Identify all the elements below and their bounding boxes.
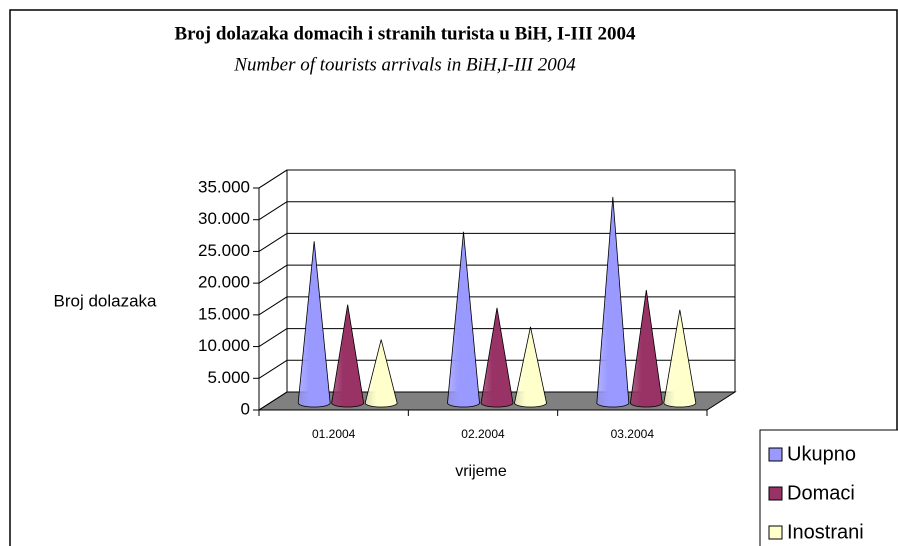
chart-subtitle: Number of tourists arrivals in BiH,I-III…	[233, 54, 576, 75]
cone	[331, 304, 365, 408]
y-axis-title: Broj dolazaka	[53, 291, 157, 310]
grid-line-side	[258, 359, 288, 379]
legend-label: Ukupno	[787, 443, 856, 465]
grid-line-side	[258, 201, 288, 221]
y-tick-label: 30.000	[198, 209, 250, 228]
cone	[663, 309, 697, 408]
cone	[480, 307, 514, 408]
y-tick-label: 20.000	[198, 273, 250, 292]
y-tick-label: 0	[241, 399, 250, 418]
legend-swatch	[768, 447, 783, 462]
grid-line-side	[258, 233, 288, 252]
y-tick-label: 5.000	[207, 368, 250, 387]
chart-title: Broj dolazaka domacih i stranih turista …	[175, 23, 636, 44]
cone	[297, 241, 331, 408]
y-tick-label: 25.000	[198, 241, 250, 260]
x-tick-label: 02.2004	[461, 427, 505, 441]
y-tick-label: 10.000	[198, 336, 250, 355]
legend-label: Inostrani	[787, 521, 864, 543]
legend-label: Domaci	[787, 482, 855, 504]
legend-box	[759, 429, 898, 546]
y-tick-label: 15.000	[198, 304, 250, 323]
legend-swatch	[768, 525, 783, 540]
grid-line-side	[258, 264, 288, 284]
cone	[514, 326, 547, 408]
x-tick-label: 03.2004	[611, 427, 655, 441]
chart-frame	[9, 9, 898, 546]
cone	[447, 231, 480, 408]
cone	[629, 290, 663, 408]
cone	[596, 196, 630, 408]
grid-line-side	[258, 296, 288, 316]
grid-line-side	[258, 391, 288, 411]
grid-line-side	[258, 328, 288, 347]
legend-swatch	[768, 486, 783, 501]
x-tick-label: 01.2004	[312, 427, 356, 441]
x-axis-title: vrijeme	[455, 463, 507, 480]
grid-line-side	[258, 169, 288, 189]
cone	[364, 339, 398, 408]
y-tick-label: 35.000	[198, 177, 250, 196]
